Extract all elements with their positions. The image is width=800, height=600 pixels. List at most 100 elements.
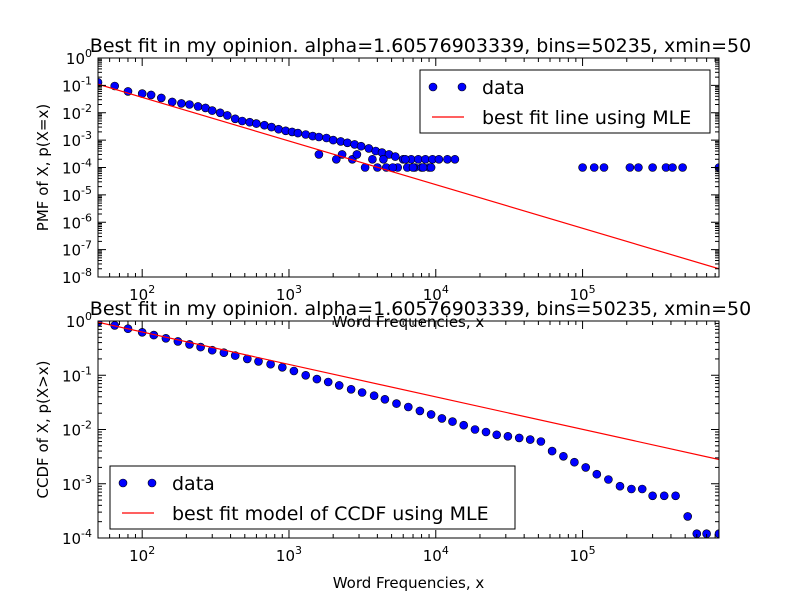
data-point: [343, 138, 352, 148]
data-point: [215, 108, 225, 118]
data-point: [369, 391, 379, 401]
y-tick-label: 100: [66, 47, 92, 68]
data-point: [671, 491, 680, 501]
data-point: [503, 431, 513, 441]
legend-entry-label: best fit line using MLE: [482, 107, 691, 129]
data-point: [615, 481, 625, 491]
chart-title: Best fit in my opinion. alpha=1.60576903…: [90, 298, 751, 320]
data-point: [408, 163, 418, 172]
data-point: [678, 163, 687, 172]
y-tick-label: 10-2: [62, 102, 92, 123]
y-tick-label: 100: [66, 310, 92, 331]
data-point: [570, 457, 579, 467]
y-tick-label: 10-8: [62, 266, 92, 287]
data-point: [380, 394, 390, 404]
data-point: [252, 119, 261, 128]
data-point: [392, 399, 401, 408]
data-point: [634, 163, 643, 172]
legend-entry-label: data: [172, 473, 215, 495]
data-point: [589, 163, 599, 172]
x-tick-label: 103: [276, 283, 302, 304]
data-point: [167, 97, 177, 107]
y-tick-label: 10-6: [62, 211, 92, 232]
data-point: [627, 484, 636, 494]
data-point: [413, 155, 423, 164]
y-tick-label: 10-4: [62, 527, 92, 548]
data-point: [443, 155, 452, 164]
y-tick-label: 10-5: [62, 184, 92, 205]
data-point: [434, 155, 444, 164]
data-point: [437, 414, 447, 423]
data-point: [267, 122, 276, 132]
x-axis-label: Word Frequencies, x: [333, 574, 485, 592]
data-point: [352, 150, 362, 159]
data-point: [415, 406, 425, 416]
y-tick-label: 10-1: [62, 74, 92, 95]
data-point: [230, 351, 240, 360]
data-point: [481, 427, 491, 437]
data-point: [185, 100, 194, 109]
x-tick-label: 104: [423, 283, 449, 304]
data-point: [525, 435, 535, 444]
x-tick-label: 102: [129, 283, 155, 304]
data-point: [599, 163, 609, 172]
data-point: [470, 425, 480, 434]
legend: data best fit model of CCDF using MLE: [109, 465, 516, 530]
y-tick-label: 10-3: [62, 473, 92, 494]
y-tick-label: 10-4: [62, 157, 92, 178]
data-point: [277, 362, 287, 372]
x-tick-label: 104: [423, 544, 449, 565]
data-point: [274, 124, 283, 134]
data-point: [237, 116, 247, 126]
data-point: [648, 491, 657, 501]
data-point: [323, 377, 333, 387]
data-point: [328, 135, 338, 145]
y-axis-label: CCDF of X, p(X>x): [34, 361, 52, 499]
data-point: [536, 437, 546, 446]
data-point: [260, 120, 269, 130]
data-point: [334, 381, 344, 390]
data-point: [426, 410, 436, 419]
y-axis-label: PMF of X, p(X=x): [34, 104, 52, 231]
data-point: [625, 163, 635, 172]
y-tick-label: 10-7: [62, 239, 92, 260]
data-point: [177, 99, 186, 108]
y-tick-label: 10-2: [62, 419, 92, 440]
data-point: [448, 417, 457, 426]
series-line-2: [98, 321, 719, 461]
data-point: [648, 163, 657, 172]
data-point: [157, 93, 166, 103]
data-point: [357, 388, 367, 397]
data-point: [592, 469, 602, 479]
data-point: [312, 374, 322, 384]
legend-frame: [419, 69, 711, 134]
x-axis-label: Word Frequencies, x: [333, 313, 485, 331]
chart-title: Best fit in my opinion. alpha=1.60576903…: [90, 35, 751, 57]
data-point: [559, 451, 568, 461]
data-point: [492, 430, 502, 440]
legend-entry-label: data: [482, 77, 525, 99]
data-point: [379, 155, 388, 164]
data-point: [418, 163, 428, 172]
data-point: [581, 463, 591, 472]
data-point: [426, 163, 436, 172]
data-point: [514, 433, 524, 443]
legend-marker-swatch: [118, 478, 128, 488]
data-point: [403, 402, 413, 412]
y-tick-label: 10-3: [62, 129, 92, 150]
data-point: [173, 337, 183, 346]
data-point: [668, 163, 677, 172]
data-point: [578, 163, 587, 172]
data-point: [289, 366, 299, 376]
data-point: [207, 106, 217, 115]
plot-area: [98, 321, 719, 538]
data-point: [388, 163, 398, 172]
legend: data best fit line using MLE: [419, 69, 711, 134]
data-point: [547, 446, 557, 456]
data-point: [450, 155, 460, 164]
legend-frame: [109, 465, 516, 530]
legend-entry-label: best fit model of CCDF using MLE: [172, 503, 489, 525]
data-point: [637, 484, 647, 494]
data-point: [346, 384, 356, 394]
